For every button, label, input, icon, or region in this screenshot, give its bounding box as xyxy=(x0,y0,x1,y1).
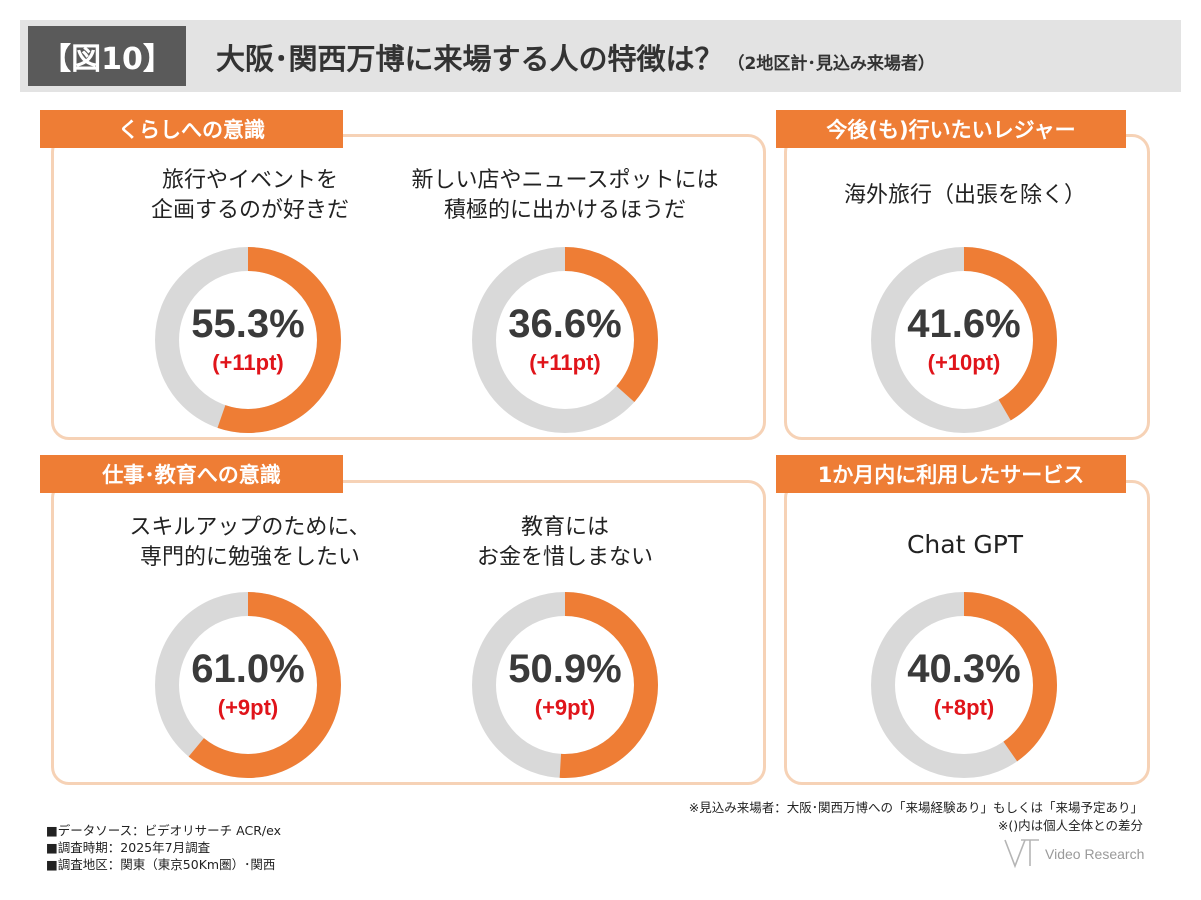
donut-value-arc xyxy=(472,247,658,433)
section-tag-leisure: 今後(も)行いたいレジャー xyxy=(776,110,1126,148)
donut-value-arc xyxy=(472,592,658,778)
note-definition: ※見込み来場者：大阪･関西万博への「来場経験あり」もしくは「来場予定あり」 xyxy=(688,800,1143,815)
title: 大阪･関西万博に来場する人の特徴は？ （2地区計･見込み来場者） xyxy=(216,36,935,80)
page-subtitle: （2地区計･見込み来場者） xyxy=(727,54,935,74)
donut-value: 41.6% xyxy=(907,302,1021,346)
donut-diff: (+9pt) xyxy=(534,695,596,720)
donut-value-arc xyxy=(871,592,1057,778)
question-2-line1: 新しい店やニュースポットには xyxy=(411,168,719,193)
donut-diff: (+9pt) xyxy=(217,695,279,720)
panel-service xyxy=(784,480,1150,785)
donut-value-arc xyxy=(871,247,1057,433)
donut-value: 50.9% xyxy=(508,647,622,691)
question-1-line1: 旅行やイベントを xyxy=(161,168,338,193)
section-tag-service: 1か月内に利用したサービス xyxy=(776,455,1126,493)
section-tag-work: 仕事･教育への意識 xyxy=(40,455,343,493)
donut-chart-6: 40.3% (+8pt) xyxy=(871,592,1057,778)
question-2-line2: 積極的に出かけるほうだ xyxy=(443,198,686,223)
donut-value-arc xyxy=(155,592,341,778)
donut-chart-3: 41.6% (+10pt) xyxy=(871,247,1057,433)
donut-diff: (+11pt) xyxy=(212,350,284,375)
logo-text: Video Research xyxy=(1045,846,1145,862)
donut-svg xyxy=(472,592,658,778)
donut-svg xyxy=(155,247,341,433)
figure-label: 【図10】 xyxy=(28,26,186,86)
question-5-line2: お金を惜しまない xyxy=(476,545,653,570)
question-6-line1: Chat GPT xyxy=(906,530,1024,559)
donut-diff: (+11pt) xyxy=(529,350,601,375)
question-1-line2: 企画するのが好きだ xyxy=(150,198,349,223)
donut-diff: (+8pt) xyxy=(933,695,995,720)
donut-chart-1: 55.3% (+11pt) xyxy=(155,247,341,433)
note-diff: ※()内は個人全体との差分 xyxy=(997,818,1143,833)
question-1: 旅行やイベントを 企画するのが好きだ xyxy=(110,166,390,226)
donut-value: 61.0% xyxy=(191,647,305,691)
meta-source: ■データソース：ビデオリサーチ ACR/ex xyxy=(46,823,281,838)
question-5-line1: 教育には xyxy=(520,515,609,540)
donut-chart-4: 61.0% (+9pt) xyxy=(155,592,341,778)
donut-value-arc xyxy=(155,247,341,433)
donut-chart-5: 50.9% (+9pt) xyxy=(472,592,658,778)
video-research-logo: Video Research xyxy=(1003,838,1163,870)
page-title: 大阪･関西万博に来場する人の特徴は？ xyxy=(216,42,724,76)
panel-leisure xyxy=(784,134,1150,440)
section-tag-kurashi: くらしへの意識 xyxy=(40,110,343,148)
logo-mark-icon xyxy=(1004,839,1039,869)
donut-value: 55.3% xyxy=(191,302,305,346)
question-4-line1: スキルアップのために、 xyxy=(129,515,371,540)
donut-value: 36.6% xyxy=(508,302,622,346)
donut-value: 40.3% xyxy=(907,647,1021,691)
question-3-line1: 海外旅行（出張を除く） xyxy=(843,183,1086,208)
question-4-line2: 専門的に勉強をしたい xyxy=(139,545,360,570)
meta-area: ■調査地区：関東（東京50Km圏）･関西 xyxy=(46,857,276,872)
question-6: Chat GPT xyxy=(800,530,1130,560)
donut-svg xyxy=(155,592,341,778)
question-3: 海外旅行（出張を除く） xyxy=(800,181,1130,211)
question-4: スキルアップのために、 専門的に勉強をしたい xyxy=(100,513,400,573)
meta-period: ■調査時期：2025年7月調査 xyxy=(46,840,211,855)
question-5: 教育には お金を惜しまない xyxy=(420,513,710,573)
header-band xyxy=(20,20,1181,92)
donut-chart-2: 36.6% (+11pt) xyxy=(472,247,658,433)
question-2: 新しい店やニュースポットには 積極的に出かけるほうだ xyxy=(385,166,745,226)
donut-svg xyxy=(472,247,658,433)
donut-svg xyxy=(871,247,1057,433)
donut-svg xyxy=(871,592,1057,778)
donut-diff: (+10pt) xyxy=(927,350,1001,375)
